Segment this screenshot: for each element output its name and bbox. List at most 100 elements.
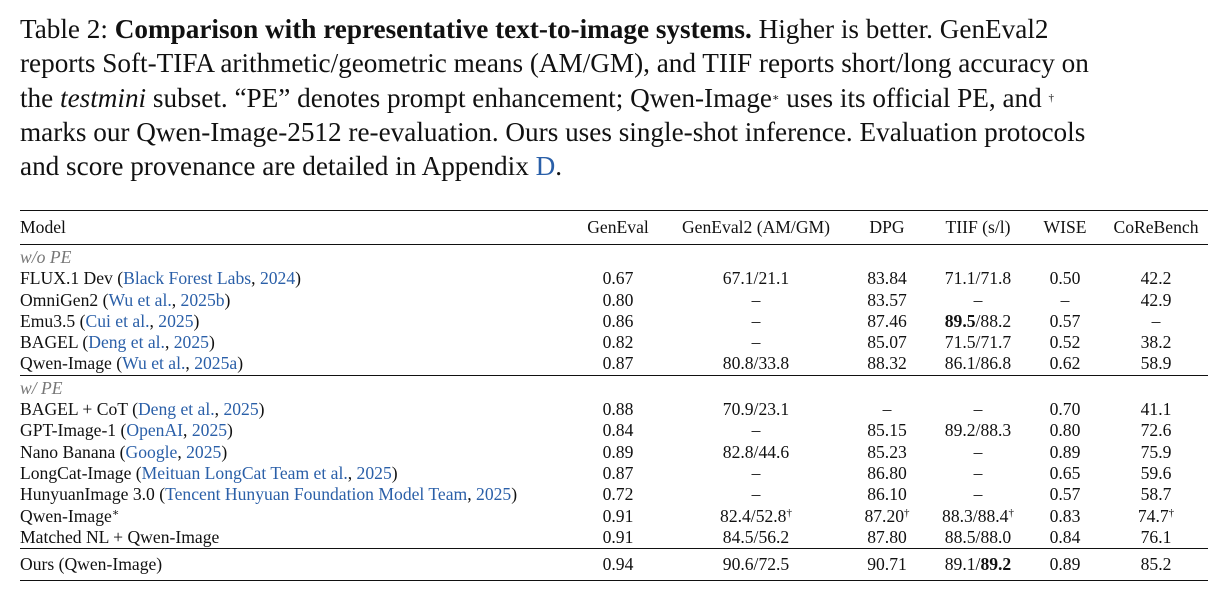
cell-corebench: 59.6 <box>1140 462 1172 483</box>
citation-link[interactable]: Meituan LongCat Team et al. <box>141 462 348 483</box>
cell-wise: 0.65 <box>1049 462 1081 483</box>
citation-year-link[interactable]: 2025a <box>194 353 238 374</box>
cell-geneval2: 82.4/52.8† <box>720 505 792 526</box>
model-name: BAGEL (Deng et al., 2025) <box>20 332 215 353</box>
col-header-dpg: DPG <box>844 210 930 245</box>
cell-tiif: – <box>973 462 983 483</box>
table-row: HunyuanImage 3.0 (Tencent Hunyuan Founda… <box>20 484 1208 505</box>
cell-geneval2: 67.1/21.1 <box>722 268 790 289</box>
cell-geneval2: – <box>751 310 761 331</box>
citation-year-link[interactable]: 2025 <box>173 332 209 353</box>
citation-year-link[interactable]: 2024 <box>259 268 296 289</box>
cell-wise: 0.84 <box>1049 526 1081 547</box>
cell-geneval: 0.87 <box>602 353 634 374</box>
table-row: Nano Banana (Google, 2025) 0.89 82.8/44.… <box>20 442 1208 463</box>
model-name: GPT-Image-1 (OpenAI, 2025) <box>20 420 233 441</box>
table-row-ours: Ours (Qwen-Image) 0.94 90.6/72.5 90.71 8… <box>20 548 1208 582</box>
citation-link[interactable]: Tencent Hunyuan Foundation Model Team <box>165 484 468 505</box>
cell-wise: 0.89 <box>1049 441 1081 462</box>
model-name: FLUX.1 Dev (Black Forest Labs, 2024) <box>20 268 301 289</box>
cell-geneval: 0.94 <box>568 548 668 582</box>
cell-tiif: 86.1/86.8 <box>944 353 1012 374</box>
cell-geneval: 0.84 <box>602 420 634 441</box>
citation-link[interactable]: Cui et al. <box>85 310 150 331</box>
cell-dpg: 83.57 <box>867 289 907 310</box>
cell-geneval: 0.80 <box>602 289 634 310</box>
citation-link[interactable]: Deng et al. <box>137 399 215 420</box>
cell-geneval: 0.88 <box>602 399 634 420</box>
cell-wise: 0.50 <box>1049 268 1081 289</box>
cell-tiif: 71.1/71.8 <box>944 268 1012 289</box>
cell-tiif: – <box>973 484 983 505</box>
cell-wise: 0.62 <box>1049 353 1081 374</box>
caption-line-2: reports Soft-TIFA arithmetic/geometric m… <box>20 48 1089 79</box>
citation-year-link[interactable]: 2025 <box>191 420 228 441</box>
model-name: BAGEL + CoT (Deng et al., 2025) <box>20 399 265 420</box>
cell-wise: 0.57 <box>1049 310 1081 331</box>
model-name: Nano Banana (Google, 2025) <box>20 441 228 462</box>
citation-year-link[interactable]: 2025 <box>356 462 392 483</box>
cell-corebench: 38.2 <box>1140 332 1172 353</box>
cell-tiif: 88.5/88.0 <box>944 526 1012 547</box>
table-row: Qwen-Image (Wu et al., 2025a) 0.87 80.8/… <box>20 353 1208 375</box>
citation-link[interactable]: Wu et al. <box>108 289 172 310</box>
cell-geneval2: 70.9/23.1 <box>722 399 790 420</box>
cell-dpg: 87.20† <box>864 505 910 526</box>
cell-corebench: 41.1 <box>1140 399 1172 420</box>
model-name: Qwen-Image (Wu et al., 2025a) <box>20 353 244 374</box>
table-caption: Table 2: Comparison with representative … <box>20 12 1210 183</box>
cell-dpg: 85.07 <box>867 332 907 353</box>
cell-tiif: 71.5/71.7 <box>944 332 1012 353</box>
cell-dpg: 83.84 <box>867 268 907 289</box>
cell-wise: 0.57 <box>1049 484 1081 505</box>
cell-dpg: 85.15 <box>867 420 907 441</box>
citation-year-link[interactable]: 2025 <box>158 310 194 331</box>
cell-dpg: – <box>882 399 892 420</box>
model-name: Ours (Qwen-Image) <box>20 548 568 582</box>
citation-year-link[interactable]: 2025 <box>223 399 259 420</box>
section-header-w-pe: w/ PE <box>20 374 1208 400</box>
cell-tiif: – <box>973 441 983 462</box>
cell-geneval: 0.91 <box>602 505 634 526</box>
caption-line-4: marks our Qwen-Image-2512 re-evaluation.… <box>20 116 1086 147</box>
col-header-geneval: GenEval <box>568 210 668 245</box>
cell-geneval2: – <box>751 484 761 505</box>
cell-geneval2: 90.6/72.5 <box>668 548 844 582</box>
caption-line-3: the testmini subset. “PE” denotes prompt… <box>20 82 1055 113</box>
cell-corebench: 58.7 <box>1140 484 1172 505</box>
table-row: Matched NL + Qwen-Image 0.91 84.5/56.2 8… <box>20 527 1208 549</box>
cell-geneval2: – <box>751 462 761 483</box>
cell-geneval2: – <box>751 289 761 310</box>
cell-geneval: 0.87 <box>602 462 634 483</box>
cell-dpg: 86.10 <box>867 484 907 505</box>
col-header-model: Model <box>20 210 568 245</box>
cell-geneval: 0.89 <box>602 441 634 462</box>
cell-geneval2: – <box>751 332 761 353</box>
model-name: Matched NL + Qwen-Image <box>20 526 220 547</box>
caption-label: Table 2: <box>20 14 108 44</box>
cell-geneval2: 84.5/56.2 <box>722 526 790 547</box>
cell-geneval: 0.67 <box>602 268 634 289</box>
citation-year-link[interactable]: 2025 <box>476 484 512 505</box>
appendix-link[interactable]: D <box>535 151 556 182</box>
cell-wise: – <box>1060 289 1070 310</box>
col-header-wise: WISE <box>1026 210 1104 245</box>
citation-link[interactable]: Black Forest Labs <box>123 268 252 289</box>
cell-corebench: 74.7† <box>1137 505 1175 526</box>
citation-year-link[interactable]: 2025b <box>180 289 225 310</box>
citation-link[interactable]: OpenAI <box>126 420 184 441</box>
cell-tiif: – <box>973 399 983 420</box>
cell-corebench: 85.2 <box>1104 548 1208 582</box>
cell-geneval2: 82.8/44.6 <box>722 441 790 462</box>
cell-corebench: 76.1 <box>1140 526 1172 547</box>
cell-tiif: 89.2/88.3 <box>944 420 1012 441</box>
cell-dpg: 90.71 <box>844 548 930 582</box>
model-name: OmniGen2 (Wu et al., 2025b) <box>20 289 231 310</box>
citation-link[interactable]: Wu et al. <box>122 353 186 374</box>
citation-year-link[interactable]: 2025 <box>186 441 222 462</box>
citation-link[interactable]: Deng et al. <box>88 332 165 353</box>
cell-wise: 0.89 <box>1026 548 1104 582</box>
caption-title: Comparison with representative text-to-i… <box>114 14 752 44</box>
citation-link[interactable]: Google <box>125 441 178 462</box>
table-row: BAGEL + CoT (Deng et al., 2025) 0.88 70.… <box>20 399 1208 420</box>
